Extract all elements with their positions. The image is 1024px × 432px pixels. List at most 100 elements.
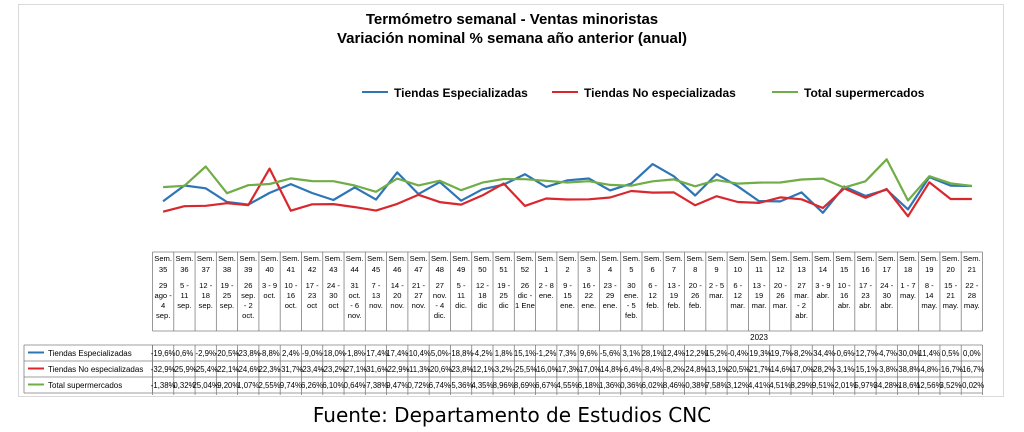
category-date-label: 20 — [393, 291, 401, 300]
source-note: Fuente: Departamento de Estudios CNC — [312, 403, 712, 427]
data-label: 12,4% — [663, 349, 685, 358]
data-label: -21,7% — [747, 365, 772, 374]
category-date-label: ago - — [154, 291, 172, 300]
data-label: 0,5% — [942, 349, 960, 358]
category-week-label: 46 — [393, 265, 401, 274]
category-week-label: 4 — [608, 265, 612, 274]
data-label: -25,9% — [172, 365, 197, 374]
data-label: 8,29% — [791, 381, 813, 390]
table-row-label: Tiendas Especializadas — [48, 349, 132, 358]
category-week-label: 18 — [904, 265, 912, 274]
category-week-label: 50 — [478, 265, 486, 274]
data-label: -4,7% — [877, 349, 897, 358]
category-week-label: 12 — [776, 265, 784, 274]
data-label: -25,4% — [193, 365, 218, 374]
category-week-label: Sem. — [325, 254, 343, 263]
data-label: -8,4% — [642, 365, 662, 374]
category-week-label: Sem. — [729, 254, 747, 263]
legend: Tiendas Especializadas Tiendas No especi… — [0, 86, 1024, 102]
category-date-label: 10 - — [284, 281, 298, 290]
data-label: 4,41% — [748, 381, 770, 390]
category-date-label: 22 — [585, 291, 593, 300]
data-label: -17,0% — [576, 365, 601, 374]
category-date-label: may. — [900, 291, 916, 300]
category-date-label: sep. — [156, 311, 170, 320]
category-week-label: Sem. — [537, 254, 555, 263]
category-week-label: 5 — [629, 265, 633, 274]
data-label: 8,46% — [663, 381, 685, 390]
category-week-label: Sem. — [644, 254, 662, 263]
category-date-label: 13 - — [667, 281, 681, 290]
category-date-label: 23 — [308, 291, 316, 300]
category-date-label: oct. — [263, 291, 275, 300]
data-label: -12,1% — [470, 365, 495, 374]
data-label: 6,10% — [322, 381, 344, 390]
data-label: 6,74% — [429, 381, 451, 390]
category-date-label: 14 - — [391, 281, 405, 290]
data-label: -8,2% — [791, 349, 811, 358]
series-line-2 — [162, 167, 972, 218]
category-date-label: 2 - 8 — [539, 281, 554, 290]
data-label: -10,4% — [406, 349, 431, 358]
category-week-label: 38 — [223, 265, 231, 274]
category-week-label: 16 — [861, 265, 869, 274]
category-date-label: 26 — [521, 281, 529, 290]
table-row-label: Tiendas No especializadas — [48, 365, 143, 374]
category-week-label: Sem. — [580, 254, 598, 263]
category-date-label: 25 — [223, 291, 231, 300]
category-week-label: Sem. — [601, 254, 619, 263]
category-date-label: 11 — [180, 291, 188, 300]
category-date-label: 26 — [776, 291, 784, 300]
category-date-label: 13 - — [752, 281, 766, 290]
data-label: -0,4% — [728, 349, 748, 358]
data-label: 6,18% — [578, 381, 600, 390]
data-label: -16,7% — [959, 365, 984, 374]
category-date-label: 3 - 9 — [262, 281, 277, 290]
data-label: -9,20% — [215, 381, 240, 390]
category-week-label: Sem. — [686, 254, 704, 263]
category-week-label: 42 — [308, 265, 316, 274]
data-label: -8,2% — [664, 365, 684, 374]
data-label: -2,9% — [196, 349, 216, 358]
data-label: 34,28% — [874, 381, 901, 390]
data-label: -17,4% — [364, 349, 389, 358]
category-date-label: may. — [943, 301, 959, 310]
category-date-label: 2 - 5 — [709, 281, 724, 290]
category-date-label: 11 — [457, 291, 465, 300]
data-label: 0,6% — [176, 349, 194, 358]
chart-subtitle: Variación nominal % semana año anterior … — [336, 30, 688, 47]
category-date-label: may. — [921, 301, 937, 310]
category-week-label: Sem. — [431, 254, 449, 263]
category-date-label: nov. — [390, 301, 404, 310]
category-date-label: 22 - — [965, 281, 979, 290]
data-label: 0,72% — [407, 381, 429, 390]
category-date-label: feb. — [625, 311, 638, 320]
data-label: -7,38% — [364, 381, 389, 390]
data-label: -18,6% — [896, 381, 921, 390]
category-date-label: oct — [328, 301, 339, 310]
category-date-label: 9 - — [563, 281, 572, 290]
category-date-label: 10 - — [838, 281, 852, 290]
data-label: -31,7% — [278, 365, 303, 374]
category-week-label: Sem. — [835, 254, 853, 263]
category-week-label: Sem. — [963, 254, 981, 263]
data-label: 22,3% — [258, 365, 280, 374]
category-week-label: 41 — [287, 265, 295, 274]
category-date-label: 13 — [372, 291, 380, 300]
category-date-label: mar. — [773, 301, 788, 310]
category-week-label: Sem. — [282, 254, 300, 263]
data-label: 0,0% — [963, 349, 981, 358]
data-label: -34,4% — [811, 349, 836, 358]
table-row-label: Total supermercados — [48, 381, 122, 390]
category-week-label: Sem. — [346, 254, 364, 263]
data-label: -19,7% — [768, 349, 793, 358]
category-date-label: 27 — [797, 281, 805, 290]
category-week-label: 48 — [436, 265, 444, 274]
category-date-label: 12 - — [476, 281, 490, 290]
category-date-label: oct. — [242, 311, 254, 320]
category-week-label: 47 — [414, 265, 422, 274]
category-week-label: Sem. — [793, 254, 811, 263]
category-date-label: 3 - 9 — [815, 281, 830, 290]
category-week-label: Sem. — [878, 254, 896, 263]
category-date-label: 30 — [627, 281, 635, 290]
